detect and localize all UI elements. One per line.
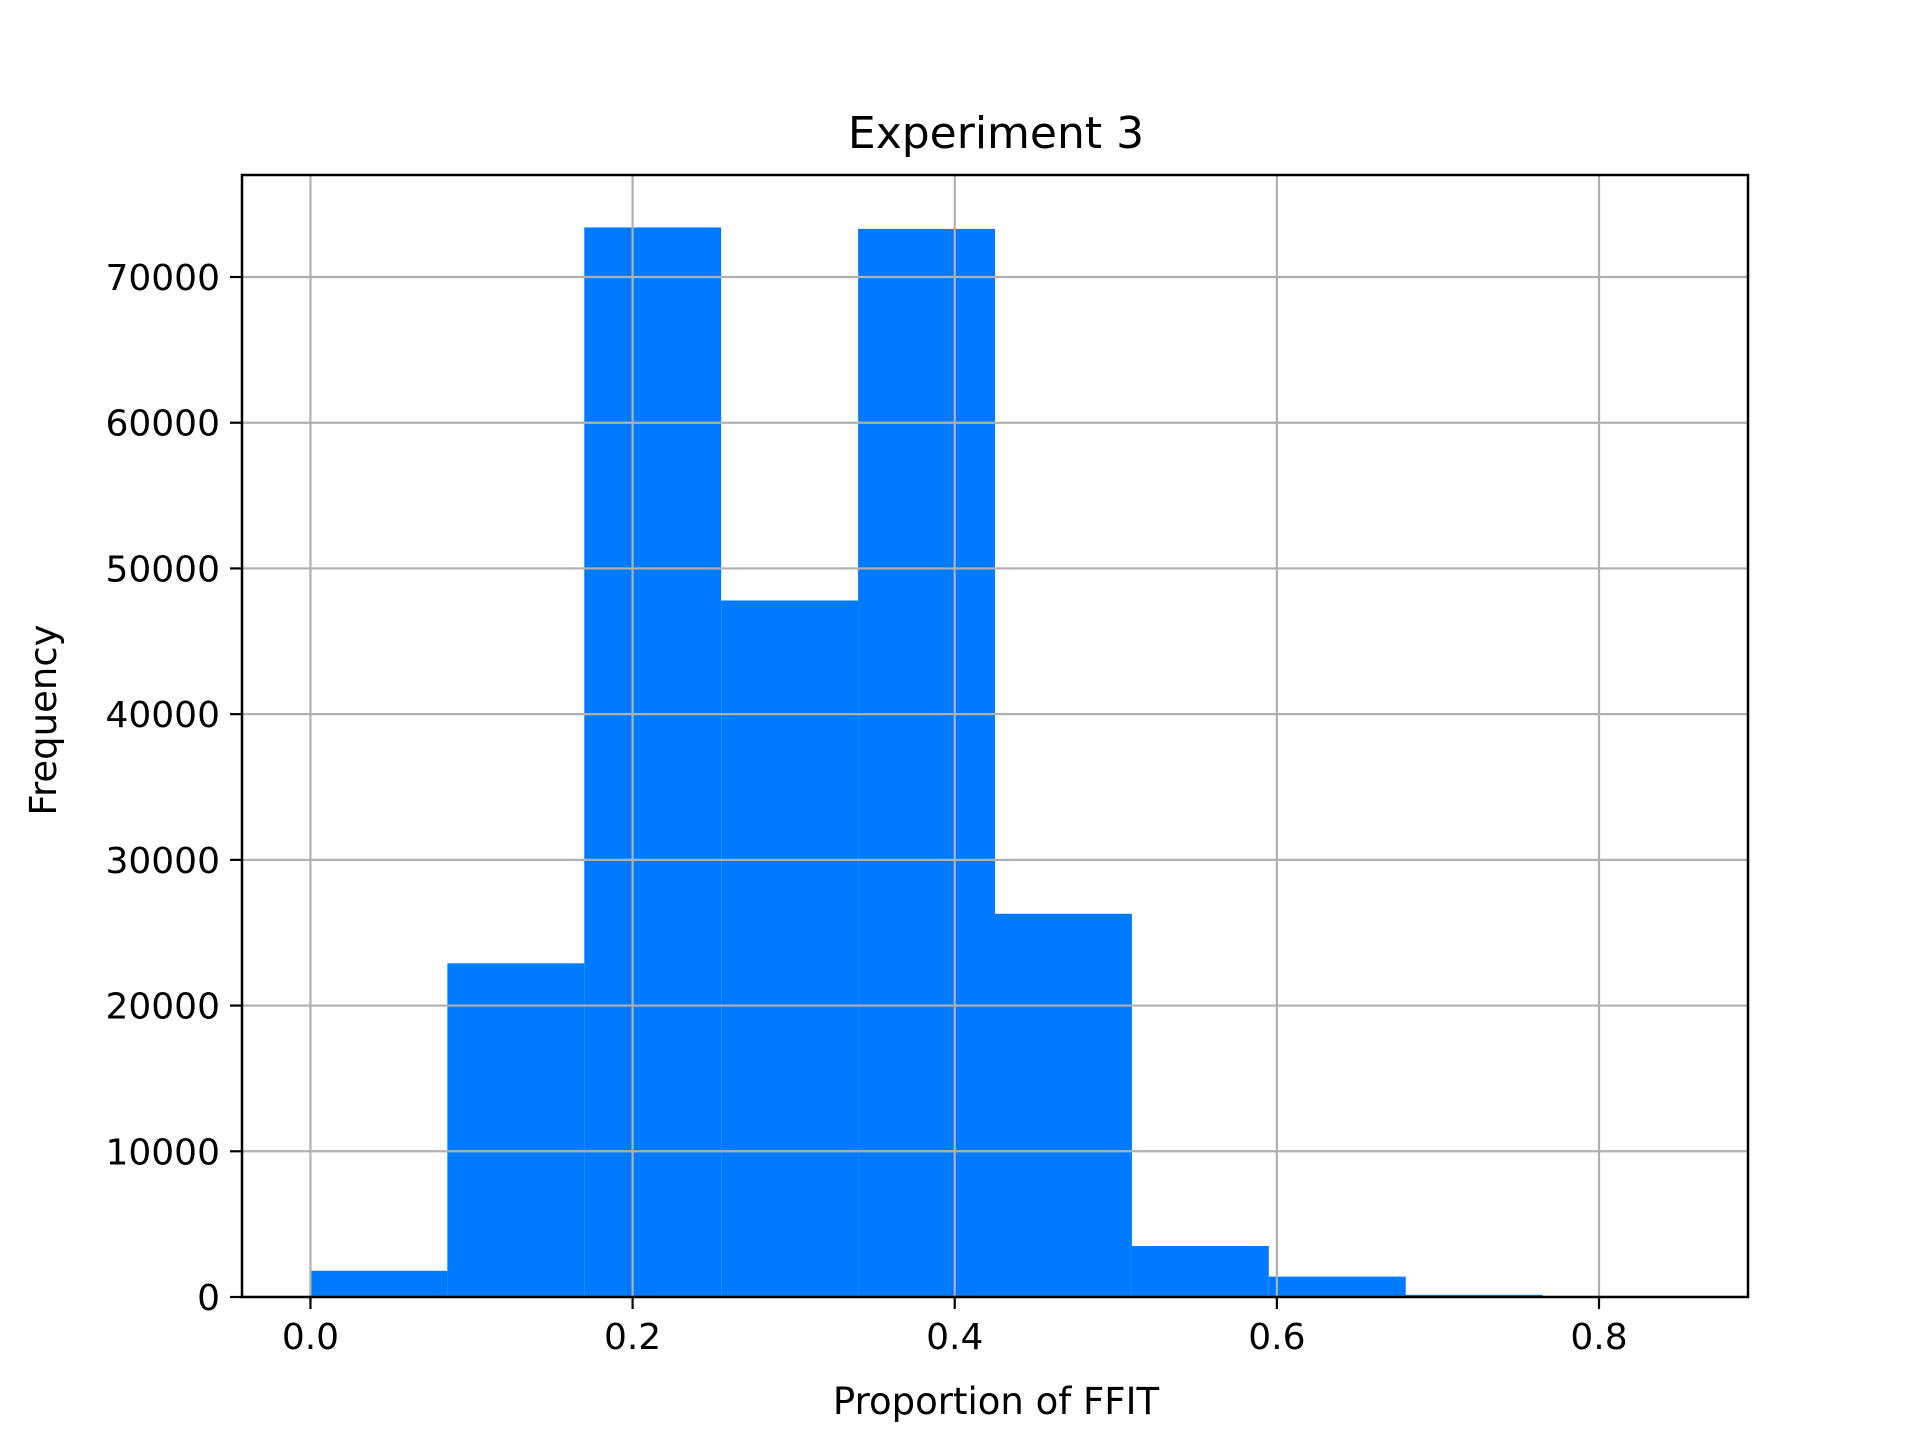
y-tick-label: 10000 bbox=[105, 1132, 220, 1173]
y-tick-label: 20000 bbox=[105, 987, 220, 1028]
y-axis-ticks: 0 10000 20000 30000 40000 50000 60000 70000 bbox=[105, 258, 242, 1319]
x-axis-title: Proportion of FFIT bbox=[833, 1380, 1160, 1423]
histogram-bar bbox=[447, 963, 585, 1297]
chart-title: Experiment 3 bbox=[848, 108, 1144, 159]
grid-lines bbox=[242, 175, 1748, 1299]
histogram-bar bbox=[310, 1270, 448, 1297]
y-axis-title: Frequency bbox=[22, 624, 65, 815]
histogram-bar bbox=[584, 227, 722, 1297]
y-tick-label: 50000 bbox=[105, 549, 220, 590]
y-tick-label: 70000 bbox=[105, 258, 220, 299]
histogram-bar bbox=[1268, 1276, 1406, 1297]
y-tick-label: 40000 bbox=[105, 695, 220, 736]
y-tick-label: 0 bbox=[197, 1278, 220, 1319]
x-axis-ticks: 0.0 0.2 0.4 0.6 0.8 bbox=[282, 1297, 1628, 1358]
x-tick-label: 0.6 bbox=[1248, 1317, 1305, 1358]
x-tick-label: 0.8 bbox=[1570, 1317, 1627, 1358]
x-tick-label: 0.4 bbox=[926, 1317, 983, 1358]
plot-frame bbox=[240, 173, 1750, 1299]
histogram-bars bbox=[310, 227, 1680, 1297]
histogram-bar bbox=[1131, 1246, 1269, 1297]
x-tick-label: 0.2 bbox=[604, 1317, 661, 1358]
histogram-bar bbox=[721, 600, 859, 1297]
histogram-bar bbox=[995, 913, 1132, 1297]
x-tick-label: 0.0 bbox=[282, 1317, 339, 1358]
histogram-bar bbox=[858, 228, 995, 1297]
y-tick-label: 60000 bbox=[105, 404, 220, 445]
y-tick-label: 30000 bbox=[105, 841, 220, 882]
